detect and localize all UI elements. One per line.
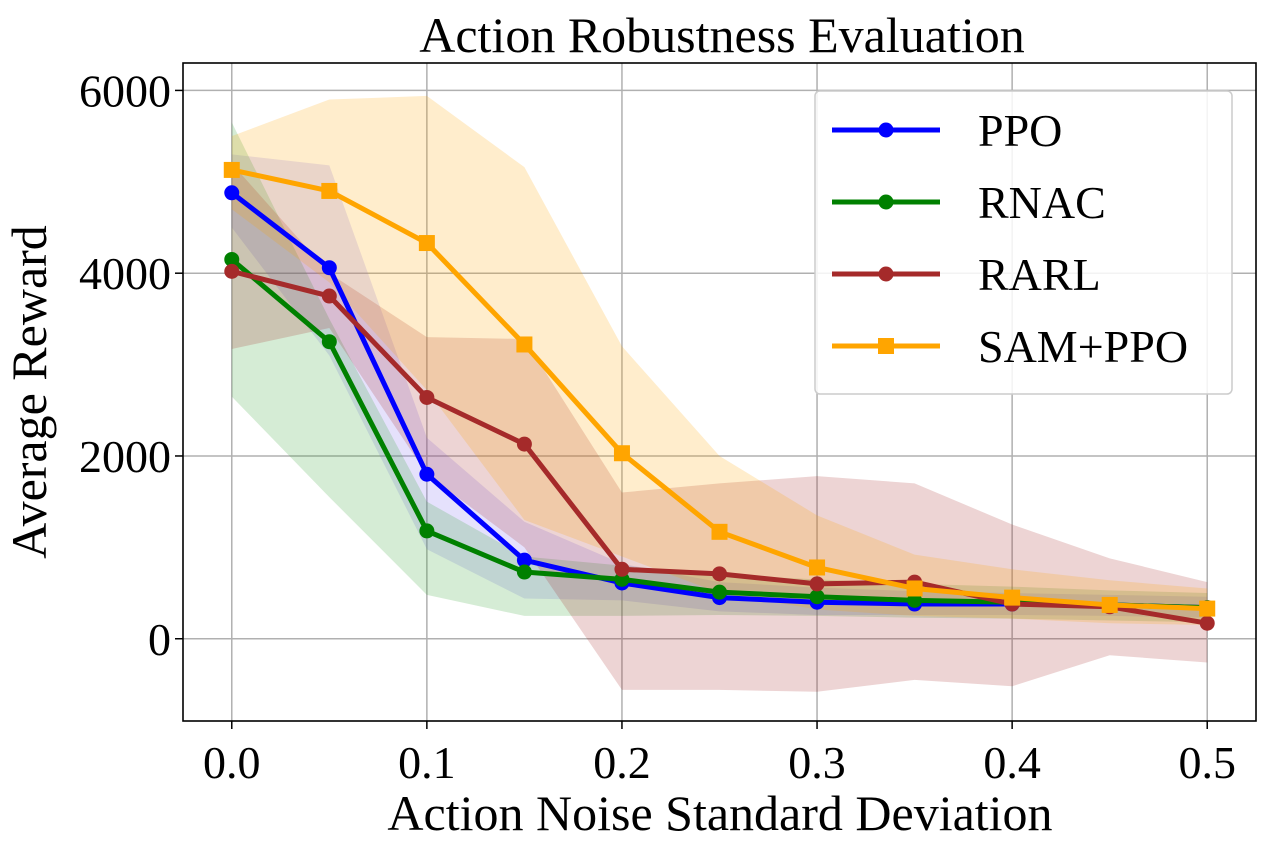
legend-box — [814, 90, 1233, 395]
legend-item-rarl: RARL — [832, 249, 1101, 300]
y-tick-label: 0 — [148, 614, 171, 665]
point-rnac — [712, 584, 727, 600]
point-rnac — [224, 251, 240, 267]
chart-title: Action Robustness Evaluation — [419, 7, 1025, 63]
point-rarl — [1199, 615, 1215, 631]
point-rnac — [907, 592, 923, 608]
legend-label: RNAC — [978, 177, 1106, 228]
x-tick-label: 0.0 — [203, 737, 261, 788]
x-tick-label: 0.5 — [1178, 737, 1236, 788]
point-sam-ppo — [1004, 589, 1021, 606]
legend: PPO RNAC RARL SAM+PPO — [814, 90, 1233, 395]
point-sam-ppo — [711, 523, 728, 540]
y-tick-label: 4000 — [79, 248, 171, 299]
point-rnac — [516, 564, 532, 580]
point-ppo — [419, 466, 435, 482]
point-sam-ppo — [321, 182, 338, 199]
point-rarl — [419, 389, 435, 405]
y-tick-label: 2000 — [79, 431, 171, 482]
x-tick-label: 0.3 — [788, 737, 846, 788]
legend-item-rnac: RNAC — [832, 177, 1106, 228]
plot-frame — [182, 62, 1257, 722]
legend-item-ppo: PPO — [832, 105, 1062, 156]
x-tick-label: 0.2 — [593, 737, 651, 788]
x-tick-label: 0.1 — [398, 737, 456, 788]
band-rarl — [231, 163, 1208, 692]
legend-marker — [878, 338, 894, 354]
band-ppo — [231, 154, 1208, 618]
y-tick-label: 6000 — [79, 65, 171, 116]
point-ppo — [321, 260, 337, 276]
axis-ticks: 0.0 0.1 0.2 0.3 0.4 0.5 0 2000 4000 6000 — [79, 65, 1236, 788]
point-rarl — [516, 436, 532, 452]
confidence-bands — [231, 95, 1208, 692]
legend-label: SAM+PPO — [978, 321, 1188, 372]
point-rarl — [712, 566, 727, 582]
point-rarl — [321, 288, 337, 304]
point-rnac — [419, 523, 435, 539]
point-rarl — [224, 263, 240, 279]
x-axis-label: Action Noise Standard Deviation — [387, 785, 1052, 841]
point-sam-ppo — [1101, 596, 1118, 613]
point-rnac — [321, 334, 337, 350]
point-ppo — [224, 185, 240, 201]
point-sam-ppo — [809, 559, 826, 576]
point-rarl — [809, 576, 825, 592]
point-sam-ppo — [1199, 600, 1216, 617]
legend-label: RARL — [978, 249, 1101, 300]
legend-marker — [878, 194, 894, 210]
band-sam-ppo — [231, 95, 1208, 626]
point-sam-ppo — [418, 235, 435, 252]
point-sam-ppo — [223, 161, 240, 178]
x-tick-label: 0.4 — [983, 737, 1041, 788]
series-sam-ppo — [223, 161, 1216, 617]
point-sam-ppo — [516, 336, 533, 353]
point-rnac — [809, 589, 825, 605]
legend-marker — [878, 266, 894, 282]
legend-marker — [878, 122, 894, 138]
series-lines — [223, 161, 1216, 631]
legend-label: PPO — [978, 105, 1062, 156]
legend-item-sam-ppo: SAM+PPO — [832, 321, 1188, 372]
point-sam-ppo — [906, 580, 923, 597]
point-rarl — [614, 561, 630, 577]
y-axis-label: Average Reward — [1, 225, 57, 559]
point-ppo — [516, 552, 532, 568]
point-sam-ppo — [613, 445, 630, 462]
